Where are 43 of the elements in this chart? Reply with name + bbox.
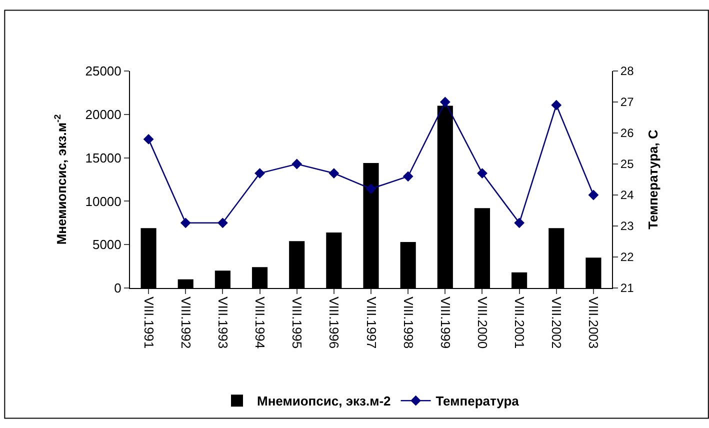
x-tick-label: VIII.2002 bbox=[549, 296, 564, 349]
x-tick-label: VIII.1993 bbox=[215, 296, 230, 349]
point bbox=[328, 168, 340, 178]
y2-tick-label: 23 bbox=[620, 219, 634, 234]
x-tick-label: VIII.1998 bbox=[400, 296, 416, 349]
legend-label: Мнемиопсис, экз.м-2 bbox=[257, 394, 391, 409]
point bbox=[588, 190, 599, 200]
x-tick-label: VIII.1992 bbox=[178, 296, 194, 349]
point bbox=[551, 100, 562, 110]
y-tick-label: 5000 bbox=[92, 237, 122, 252]
x-tick-label: VIII.1991 bbox=[141, 296, 156, 349]
y2-tick-label: 26 bbox=[620, 126, 634, 140]
y-tick-label: 10000 bbox=[85, 194, 122, 209]
point bbox=[402, 171, 414, 182]
x-tick-label: VIII.1994 bbox=[252, 296, 268, 349]
point bbox=[366, 184, 376, 194]
point bbox=[217, 218, 228, 228]
y-tick-label: 25000 bbox=[85, 64, 122, 79]
y2-axis-title: Температура, С bbox=[646, 129, 661, 230]
legend-label: Температура bbox=[436, 394, 520, 409]
y-tick-label: 15000 bbox=[85, 150, 122, 166]
x-tick-label: VIII.1997 bbox=[364, 296, 379, 349]
point bbox=[292, 158, 302, 170]
x-tick-label: VIII.2003 bbox=[586, 296, 602, 349]
x-tick-label: VIII.2001 bbox=[512, 296, 528, 349]
y2-tick-label: 21 bbox=[620, 281, 634, 296]
y2-tick-label: 28 bbox=[620, 64, 634, 78]
x-tick-label: VIII.1996 bbox=[326, 296, 342, 349]
x-tick-label: VIII.2000 bbox=[475, 296, 490, 349]
y2-tick-label: 25 bbox=[620, 157, 634, 172]
point bbox=[143, 134, 154, 144]
point bbox=[477, 168, 488, 178]
y2-tick-label: 22 bbox=[620, 250, 634, 264]
point bbox=[180, 218, 191, 228]
y2-tick-label: 24 bbox=[620, 188, 634, 202]
y-tick-label: 20000 bbox=[85, 106, 122, 122]
point bbox=[254, 168, 265, 178]
x-tick-label: VIII.1995 bbox=[290, 296, 305, 349]
y-tick-label: 0 bbox=[114, 280, 122, 296]
y2-tick-label: 27 bbox=[620, 95, 634, 110]
x-tick-label: VIII.1999 bbox=[438, 296, 453, 349]
point bbox=[440, 96, 450, 108]
point bbox=[514, 218, 525, 228]
